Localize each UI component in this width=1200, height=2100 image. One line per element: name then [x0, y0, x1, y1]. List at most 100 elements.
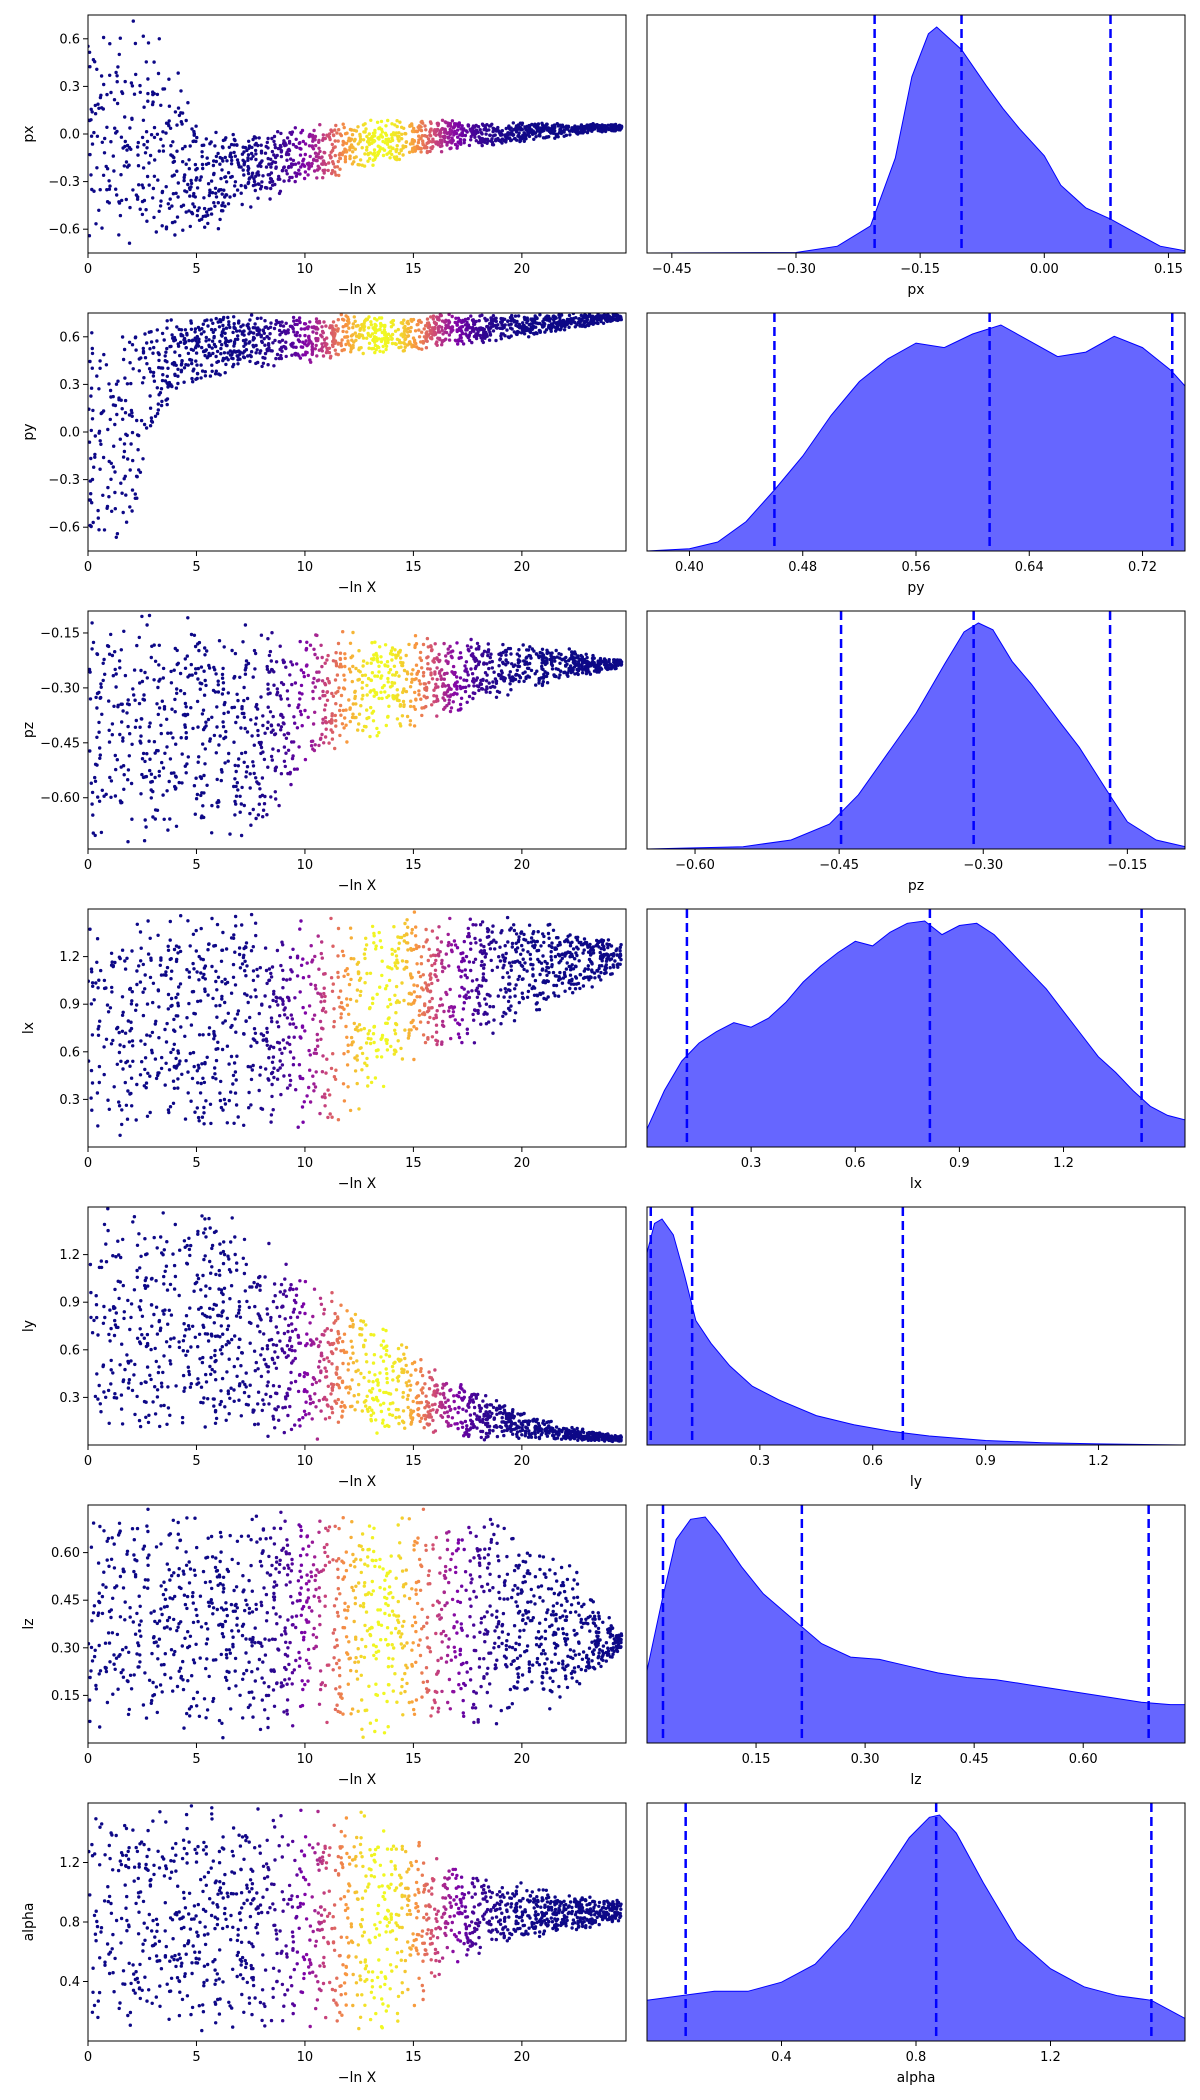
scatter-point — [483, 126, 487, 130]
scatter-point — [436, 685, 440, 689]
scatter-point — [393, 329, 398, 333]
scatter-point — [153, 1057, 158, 1061]
scatter-point — [174, 191, 178, 195]
scatter-point — [482, 649, 487, 653]
scatter-point — [157, 663, 161, 667]
scatter-point — [201, 804, 205, 808]
scatter-point — [99, 93, 103, 98]
scatter-point — [325, 677, 330, 681]
scatter-point — [358, 328, 362, 332]
scatter-point — [157, 679, 161, 683]
scatter-point — [173, 350, 177, 354]
scatter-point — [270, 136, 274, 141]
scatter-point — [245, 323, 249, 328]
axes-frame — [87, 312, 627, 552]
scatter-point — [266, 146, 270, 150]
scatter-point — [151, 92, 155, 97]
scatter-point — [311, 147, 316, 151]
scatter-point — [255, 707, 260, 711]
scatter-point — [127, 145, 132, 150]
scatter-point — [311, 722, 316, 726]
scatter-point — [278, 1066, 282, 1070]
scatter-point — [220, 676, 225, 680]
scatter-point — [270, 162, 274, 166]
scatter-point — [319, 643, 323, 647]
scatter-point — [437, 925, 441, 929]
scatter-point — [273, 182, 277, 187]
scatter-point — [122, 164, 127, 168]
scatter-point — [253, 667, 257, 671]
scatter-point — [189, 327, 194, 331]
scatter-point — [89, 173, 93, 177]
scatter-point — [260, 364, 264, 369]
scatter-point — [558, 128, 562, 132]
scatter-point — [320, 655, 324, 660]
scatter-point — [108, 775, 112, 780]
scatter-point — [363, 947, 367, 951]
scatter-point — [183, 144, 187, 149]
scatter-point — [269, 186, 273, 191]
scatter-point — [291, 158, 296, 163]
scatter-point — [438, 950, 442, 954]
scatter-point — [491, 134, 496, 138]
scatter-point — [452, 133, 456, 137]
scatter-point — [318, 123, 322, 127]
scatter-point — [285, 172, 289, 176]
scatter-point — [448, 146, 452, 151]
scatter-point — [166, 382, 170, 386]
scatter-point — [247, 1090, 251, 1095]
scatter-point — [442, 707, 446, 711]
scatter-point — [351, 150, 355, 154]
scatter-point — [343, 155, 348, 159]
x-tick-label: 0.15 — [1154, 262, 1183, 277]
scatter-point — [174, 824, 179, 828]
scatter-point — [134, 348, 138, 352]
scatter-point — [509, 334, 513, 338]
scatter-point — [259, 633, 264, 637]
scatter-point — [139, 792, 143, 796]
scatter-point — [344, 723, 348, 727]
scatter-point — [532, 331, 536, 336]
scatter-point — [161, 793, 165, 797]
scatter-point — [311, 689, 315, 694]
scatter-point — [323, 661, 327, 665]
scatter-point — [148, 757, 152, 761]
scatter-point — [375, 120, 380, 125]
scatter-point — [538, 126, 543, 130]
scatter-point — [529, 317, 533, 321]
scatter-point — [599, 978, 603, 982]
scatter-point — [247, 166, 251, 171]
scatter-point — [96, 516, 101, 520]
scatter-point — [520, 123, 524, 127]
scatter-point — [174, 386, 179, 390]
scatter-point — [299, 131, 303, 135]
scatter-point — [321, 138, 325, 142]
scatter-point — [372, 688, 376, 692]
scatter-point — [479, 1022, 483, 1026]
scatter-point — [517, 679, 521, 684]
scatter-point — [240, 751, 244, 756]
scatter-point — [396, 693, 400, 697]
scatter-point — [95, 706, 99, 710]
scatter-point — [382, 328, 386, 332]
scatter-point — [454, 316, 458, 320]
scatter-point — [490, 666, 494, 670]
scatter-point — [107, 187, 112, 191]
scatter-point — [397, 151, 402, 156]
scatter-point — [412, 139, 417, 143]
scatter-point — [351, 322, 355, 326]
scatter-point — [307, 335, 311, 339]
scatter-point — [384, 344, 389, 348]
scatter-point — [202, 693, 207, 697]
scatter-point — [152, 135, 157, 140]
scatter-point — [435, 677, 439, 682]
scatter-point — [287, 141, 292, 145]
scatter-point — [144, 208, 148, 212]
scatter-point — [130, 117, 134, 122]
scatter-point — [395, 144, 399, 148]
scatter-point — [485, 662, 489, 666]
scatter-point — [318, 737, 323, 741]
scatter-point — [327, 741, 331, 745]
scatter-point — [514, 323, 518, 328]
